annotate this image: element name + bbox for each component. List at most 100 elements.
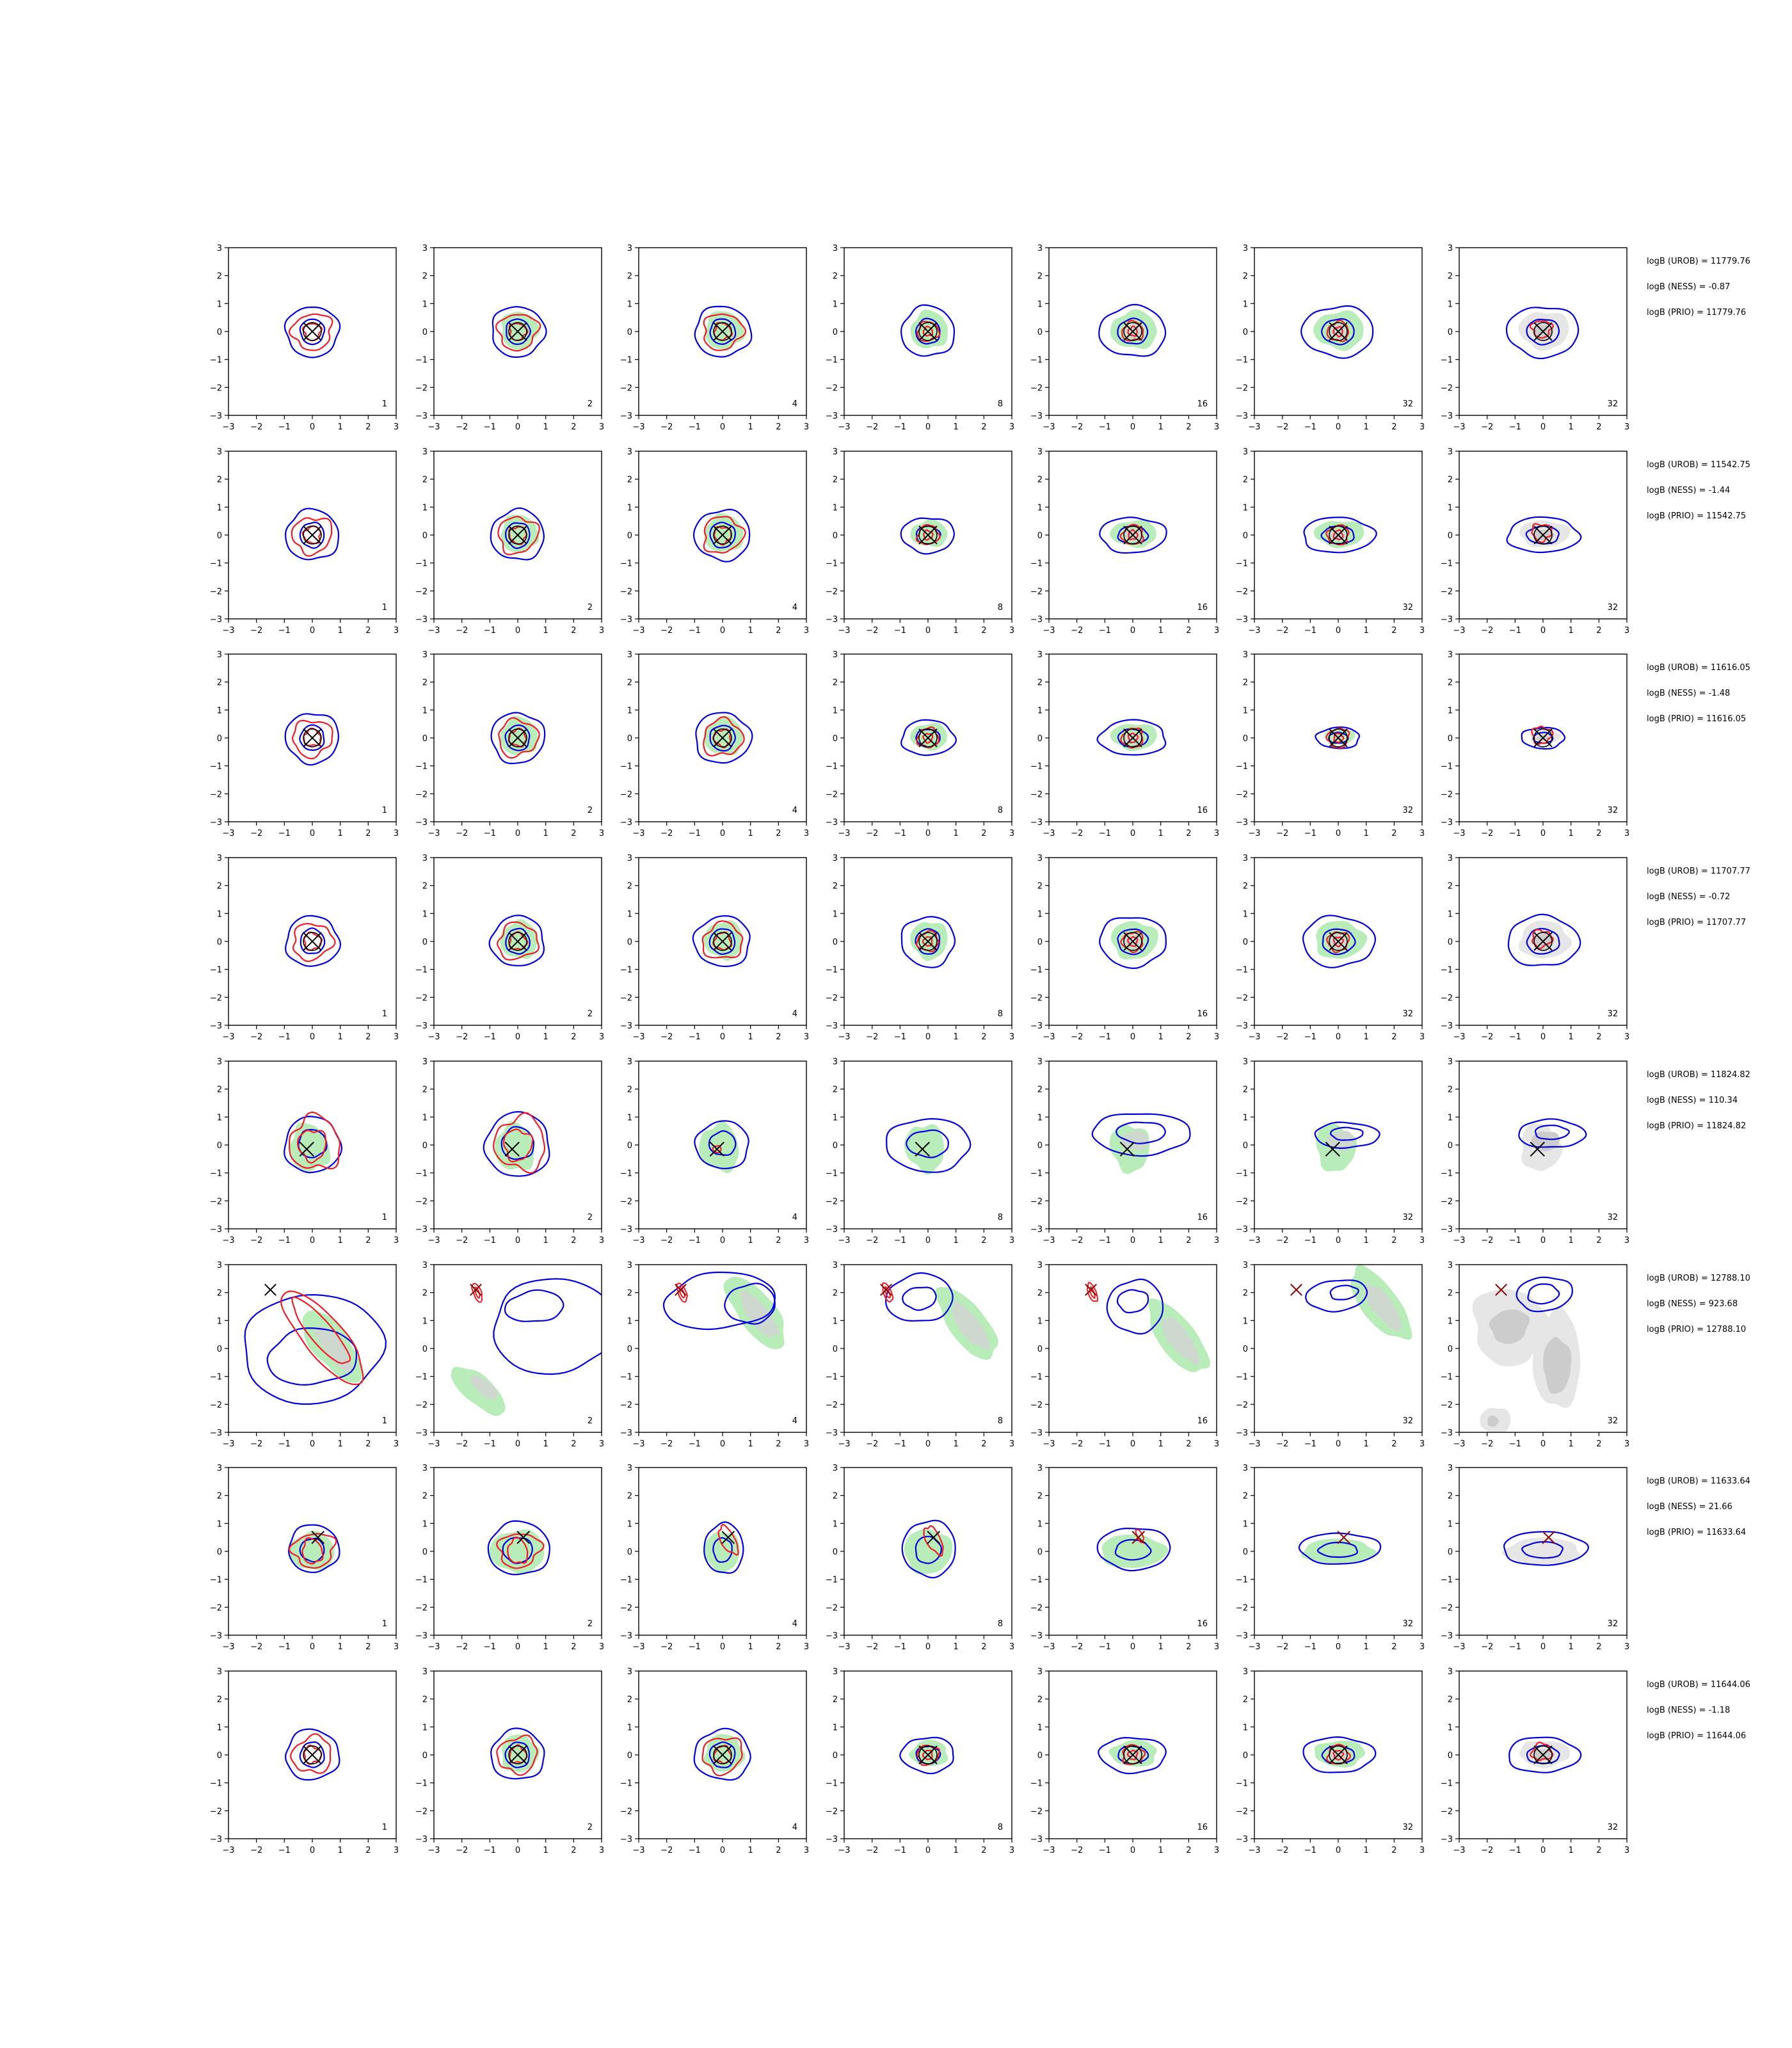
x-tick-label: 1 [954, 1642, 959, 1652]
blue-contour [1303, 516, 1377, 554]
y-tick-label: 2 [627, 1492, 632, 1501]
y-tick-label: 2 [217, 272, 222, 282]
y-tick-label: −2 [210, 1807, 222, 1816]
contour-layer [695, 712, 753, 764]
true-point-marker [470, 1283, 482, 1296]
blue-contour [298, 1129, 328, 1158]
x-tick-label: 2 [1186, 1846, 1191, 1855]
x-tick-label: 0 [1130, 1439, 1135, 1449]
y-tick-label: −1 [620, 1169, 632, 1179]
y-tick-label: 1 [217, 300, 222, 309]
x-tick-label: −1 [1304, 1439, 1316, 1449]
y-tick-label: 1 [627, 300, 632, 309]
density-region [1489, 1309, 1530, 1344]
x-tick-label: 1 [543, 1642, 548, 1652]
x-tick-label: 1 [338, 1642, 343, 1652]
contour-layer [1299, 1530, 1382, 1565]
x-tick-label: −1 [484, 1236, 496, 1245]
x-tick-label: −3 [632, 626, 644, 636]
x-tick-label: 0 [1336, 1032, 1341, 1042]
x-tick-label: 3 [1009, 1439, 1014, 1449]
column-label: 8 [998, 399, 1003, 409]
y-tick-label: −3 [620, 615, 632, 625]
density-region [1487, 1415, 1499, 1427]
column-label: 32 [1402, 1416, 1413, 1426]
x-tick-label: 3 [1420, 1642, 1425, 1652]
true-point-marker [1533, 1745, 1553, 1764]
true-point-marker [713, 322, 732, 341]
x-tick-label: −2 [1481, 1439, 1493, 1449]
x-tick-label: 0 [1336, 1846, 1341, 1855]
x-tick-label: 2 [981, 1236, 986, 1245]
x-tick-label: −2 [1481, 1846, 1493, 1855]
y-tick-label: 3 [627, 650, 632, 660]
x-tick-label: 3 [1009, 1846, 1014, 1855]
y-tick-label: 3 [1448, 447, 1453, 457]
y-tick-label: −1 [1030, 1373, 1043, 1382]
true-point-marker [1329, 1745, 1348, 1764]
true-point-circle [1533, 322, 1553, 341]
x-tick-label: 0 [1336, 1642, 1341, 1652]
row-stat-ness: logB (NESS) = 21.66 [1647, 1502, 1732, 1512]
contour-layer [285, 915, 342, 967]
x-tick-label: 2 [1186, 1032, 1191, 1042]
red-contour [882, 1282, 894, 1303]
x-tick-label: −1 [1304, 422, 1316, 432]
y-tick-label: −2 [1236, 1807, 1248, 1816]
y-tick-label: 1 [217, 909, 222, 919]
y-tick-label: 2 [1448, 1695, 1453, 1705]
true-point-marker [1533, 932, 1553, 951]
x-tick-label: 2 [365, 422, 371, 432]
y-tick-label: −3 [620, 1428, 632, 1438]
x-tick-label: 1 [1569, 1032, 1574, 1042]
x-tick-label: −1 [278, 1439, 291, 1449]
true-point-marker [1329, 728, 1348, 748]
x-tick-label: 2 [365, 829, 371, 838]
red-contour [922, 733, 934, 744]
y-tick-label: −1 [1441, 762, 1453, 772]
blue-contour [1096, 719, 1167, 756]
x-tick-label: −2 [456, 1439, 468, 1449]
row-stat-urob: logB (UROB) = 11707.77 [1647, 867, 1750, 876]
x-tick-label: −1 [689, 829, 701, 838]
x-tick-label: 3 [804, 1032, 809, 1042]
red-contour [503, 1128, 534, 1163]
y-tick-label: 1 [833, 706, 838, 716]
subplot-r8-c5: −3−3 −2 −2 −1 −1 0 0 1 1 2 2 3 3 16 [1030, 1667, 1219, 1855]
true-point-marker [880, 1283, 892, 1296]
column-label: 4 [792, 1619, 797, 1629]
x-tick-label: −2 [866, 1846, 878, 1855]
y-tick-label: −1 [1441, 1779, 1453, 1789]
x-tick-label: −2 [456, 1846, 468, 1855]
y-tick-label: −2 [1441, 993, 1453, 1003]
x-tick-label: 3 [1624, 422, 1629, 432]
y-tick-label: −3 [415, 818, 428, 828]
x-tick-label: 1 [1158, 1846, 1164, 1855]
y-tick-label: 2 [833, 1695, 838, 1705]
y-tick-label: −1 [1441, 356, 1453, 365]
y-tick-label: 2 [1243, 272, 1248, 282]
x-tick-label: −3 [1248, 1236, 1260, 1245]
true-point-circle [303, 322, 322, 341]
row-stat-prio: logB (PRIO) = 11633.64 [1647, 1528, 1746, 1537]
y-tick-label: 0 [217, 1141, 222, 1151]
y-tick-label: −1 [1236, 966, 1248, 975]
x-tick-label: 1 [1569, 422, 1574, 432]
blue-contour [886, 1118, 972, 1173]
y-tick-label: −2 [826, 1807, 838, 1816]
x-tick-label: −1 [1509, 1236, 1521, 1245]
blue-contour [902, 1286, 937, 1311]
y-tick-label: −1 [1236, 762, 1248, 772]
true-point-marker [713, 525, 732, 545]
y-tick-label: −2 [1030, 1400, 1043, 1410]
true-point-circle [1329, 322, 1348, 341]
y-tick-label: 0 [1243, 328, 1248, 337]
y-tick-label: 1 [1448, 300, 1453, 309]
y-tick-label: −3 [210, 1021, 222, 1031]
y-tick-label: −3 [415, 1021, 428, 1031]
x-tick-label: 0 [515, 829, 520, 838]
x-tick-label: 0 [515, 1032, 520, 1042]
x-tick-label: 3 [1624, 1846, 1629, 1855]
true-point-marker [713, 728, 732, 748]
y-tick-label: 3 [1448, 1464, 1453, 1473]
